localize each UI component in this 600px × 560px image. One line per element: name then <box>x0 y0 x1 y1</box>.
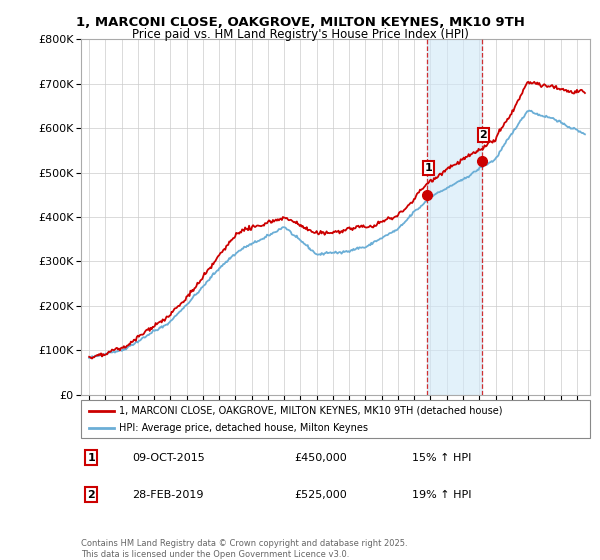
Text: 15% ↑ HPI: 15% ↑ HPI <box>412 453 471 463</box>
Text: 2: 2 <box>88 490 95 500</box>
Text: 1: 1 <box>425 163 432 173</box>
Text: Contains HM Land Registry data © Crown copyright and database right 2025.
This d: Contains HM Land Registry data © Crown c… <box>81 539 407 559</box>
Text: 1, MARCONI CLOSE, OAKGROVE, MILTON KEYNES, MK10 9TH (detached house): 1, MARCONI CLOSE, OAKGROVE, MILTON KEYNE… <box>119 405 503 416</box>
FancyBboxPatch shape <box>81 400 590 438</box>
Text: HPI: Average price, detached house, Milton Keynes: HPI: Average price, detached house, Milt… <box>119 423 368 433</box>
Bar <box>427 39 482 395</box>
Text: 1, MARCONI CLOSE, OAKGROVE, MILTON KEYNES, MK10 9TH: 1, MARCONI CLOSE, OAKGROVE, MILTON KEYNE… <box>76 16 524 29</box>
Text: 2: 2 <box>479 130 487 140</box>
Text: £450,000: £450,000 <box>295 453 347 463</box>
Text: 09-OCT-2015: 09-OCT-2015 <box>132 453 205 463</box>
Text: 19% ↑ HPI: 19% ↑ HPI <box>412 490 471 500</box>
Text: 1: 1 <box>88 453 95 463</box>
Text: £525,000: £525,000 <box>295 490 347 500</box>
Text: Price paid vs. HM Land Registry's House Price Index (HPI): Price paid vs. HM Land Registry's House … <box>131 28 469 41</box>
Text: 28-FEB-2019: 28-FEB-2019 <box>132 490 203 500</box>
